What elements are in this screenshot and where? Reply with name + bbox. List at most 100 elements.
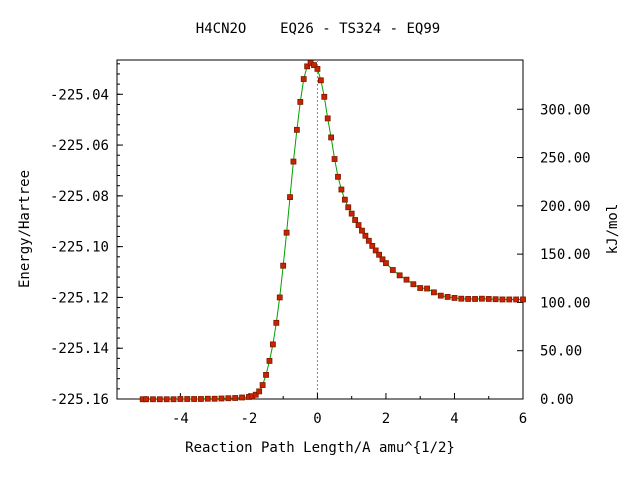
- data-point: [218, 395, 225, 402]
- data-point: [211, 395, 218, 402]
- data-point: [266, 358, 273, 364]
- data-point: [256, 388, 263, 395]
- y-tick-label: -225.12: [50, 290, 109, 306]
- y-tick-label: -225.04: [50, 87, 109, 103]
- data-point: [365, 237, 372, 244]
- y-tick-label: -225.10: [50, 240, 109, 256]
- data-point: [287, 194, 293, 201]
- data-point: [362, 232, 369, 239]
- y-tick-label: -225.06: [50, 138, 109, 154]
- x-tick-label: 4: [450, 411, 458, 427]
- data-point: [396, 272, 403, 279]
- y-tick-label: -225.16: [50, 392, 109, 408]
- data-point: [338, 186, 345, 193]
- data-point: [239, 394, 245, 401]
- data-point: [437, 292, 444, 299]
- data-point: [163, 396, 170, 403]
- energy-curve: [142, 62, 523, 400]
- data-point: [359, 227, 365, 234]
- y2-tick-label: 300.00: [540, 102, 591, 118]
- data-point: [304, 63, 311, 70]
- data-point: [444, 294, 451, 300]
- x-tick-label: -4: [172, 411, 189, 427]
- data-point: [191, 396, 197, 402]
- data-point: [170, 396, 177, 403]
- data-point: [355, 222, 362, 228]
- data-point: [150, 396, 156, 403]
- data-point: [341, 196, 348, 203]
- y2-tick-label: 100.00: [540, 295, 591, 311]
- y2-tick-label: 50.00: [540, 344, 582, 360]
- data-point: [273, 319, 280, 326]
- y2-tick-label: 0.00: [540, 392, 574, 408]
- data-point: [345, 204, 352, 211]
- data-point: [331, 156, 338, 162]
- data-point: [372, 247, 379, 254]
- x-tick-label: 6: [519, 411, 527, 427]
- y2-tick-label: 250.00: [540, 151, 591, 167]
- data-point: [383, 260, 389, 267]
- data-point: [290, 158, 297, 165]
- data-point: [293, 126, 300, 133]
- data-point: [184, 396, 191, 402]
- data-point: [352, 217, 359, 223]
- y-tick-label: -225.14: [50, 341, 109, 357]
- data-point: [280, 262, 287, 269]
- data-point: [283, 229, 290, 236]
- y-axis-left-label: Energy/Hartree: [17, 170, 33, 288]
- data-point: [263, 371, 269, 378]
- y-tick-label: -225.08: [50, 189, 109, 205]
- data-point: [458, 295, 465, 302]
- data-point: [348, 210, 355, 217]
- data-point: [520, 296, 526, 303]
- data-point: [369, 242, 376, 249]
- data-point: [506, 296, 513, 303]
- y2-tick-label: 150.00: [540, 247, 591, 263]
- data-point: [499, 296, 506, 303]
- data-point: [424, 285, 430, 292]
- data-point: [376, 251, 383, 258]
- data-point: [156, 396, 163, 403]
- x-tick-label: 2: [382, 411, 390, 427]
- data-point: [177, 396, 184, 402]
- data-point: [389, 267, 396, 273]
- data-point: [311, 62, 317, 68]
- x-tick-label: 0: [313, 411, 321, 427]
- y-axis-right-label: kJ/mol: [605, 204, 621, 255]
- data-point: [513, 296, 520, 303]
- data-point: [478, 295, 485, 302]
- data-point: [198, 396, 204, 402]
- data-point: [485, 296, 492, 302]
- data-point: [204, 395, 211, 402]
- y2-tick-label: 200.00: [540, 199, 591, 215]
- data-point: [317, 77, 324, 84]
- data-point: [417, 285, 424, 291]
- data-point: [492, 296, 499, 303]
- data-point: [269, 341, 276, 348]
- data-point: [259, 382, 266, 388]
- data-point: [335, 173, 341, 180]
- data-point: [300, 76, 307, 82]
- data-point: [451, 295, 458, 301]
- data-point: [328, 134, 335, 141]
- y-axis-left: -225.04 -225.06 -225.08 -225.10 -225.12 -225.…: [50, 63, 123, 408]
- data-point: [324, 115, 331, 122]
- data-markers: [139, 60, 526, 403]
- data-point: [276, 294, 283, 301]
- x-axis-label: Reaction Path Length/A amu^{1/2}: [185, 440, 455, 456]
- data-point: [410, 281, 417, 288]
- x-tick-label: -2: [240, 411, 257, 427]
- data-point: [143, 396, 150, 403]
- data-point: [431, 289, 437, 296]
- data-point: [232, 395, 239, 401]
- data-point: [321, 93, 328, 100]
- data-point: [252, 391, 259, 398]
- data-point: [403, 276, 410, 283]
- data-point: [472, 296, 478, 302]
- chart-title: H4CN2O EQ26 - TS324 - EQ99: [196, 21, 440, 37]
- y-axis-right: 300.00 250.00 200.00 150.00 100.00 50.00 0.00: [517, 102, 591, 408]
- data-point: [379, 256, 386, 263]
- data-point: [225, 395, 232, 402]
- data-point: [314, 65, 321, 72]
